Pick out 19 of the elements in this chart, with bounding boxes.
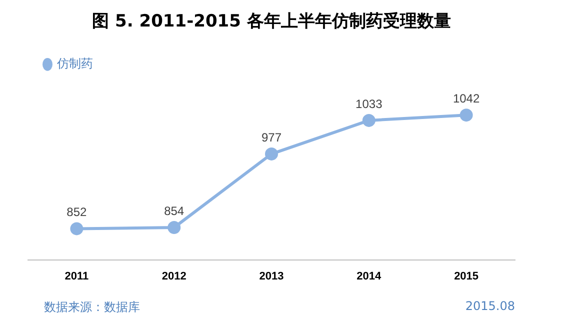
point	[362, 114, 376, 127]
x-tick-label: 2012	[162, 270, 186, 282]
point	[460, 108, 473, 122]
x-tick-label: 2015	[454, 270, 479, 282]
point	[70, 222, 84, 236]
legend-label: 仿制药	[56, 56, 93, 71]
point	[265, 147, 278, 160]
data-label: 852	[66, 205, 88, 220]
source-note: 数据来源：数据库	[44, 299, 140, 316]
point	[168, 221, 181, 234]
data-label: 1042	[452, 91, 480, 106]
data-label: 1033	[356, 96, 383, 111]
x-tick-label: 2011	[64, 270, 89, 282]
x-tick-label: 2014	[356, 270, 382, 282]
data-label: 854	[164, 204, 184, 218]
x-tick-label: 2013	[259, 270, 284, 282]
text: 2015.08	[465, 299, 515, 315]
chart-title: 图 5. 2011-2015 各年上半年仿制药受理数量	[92, 12, 451, 32]
data-label: 977	[261, 130, 282, 144]
